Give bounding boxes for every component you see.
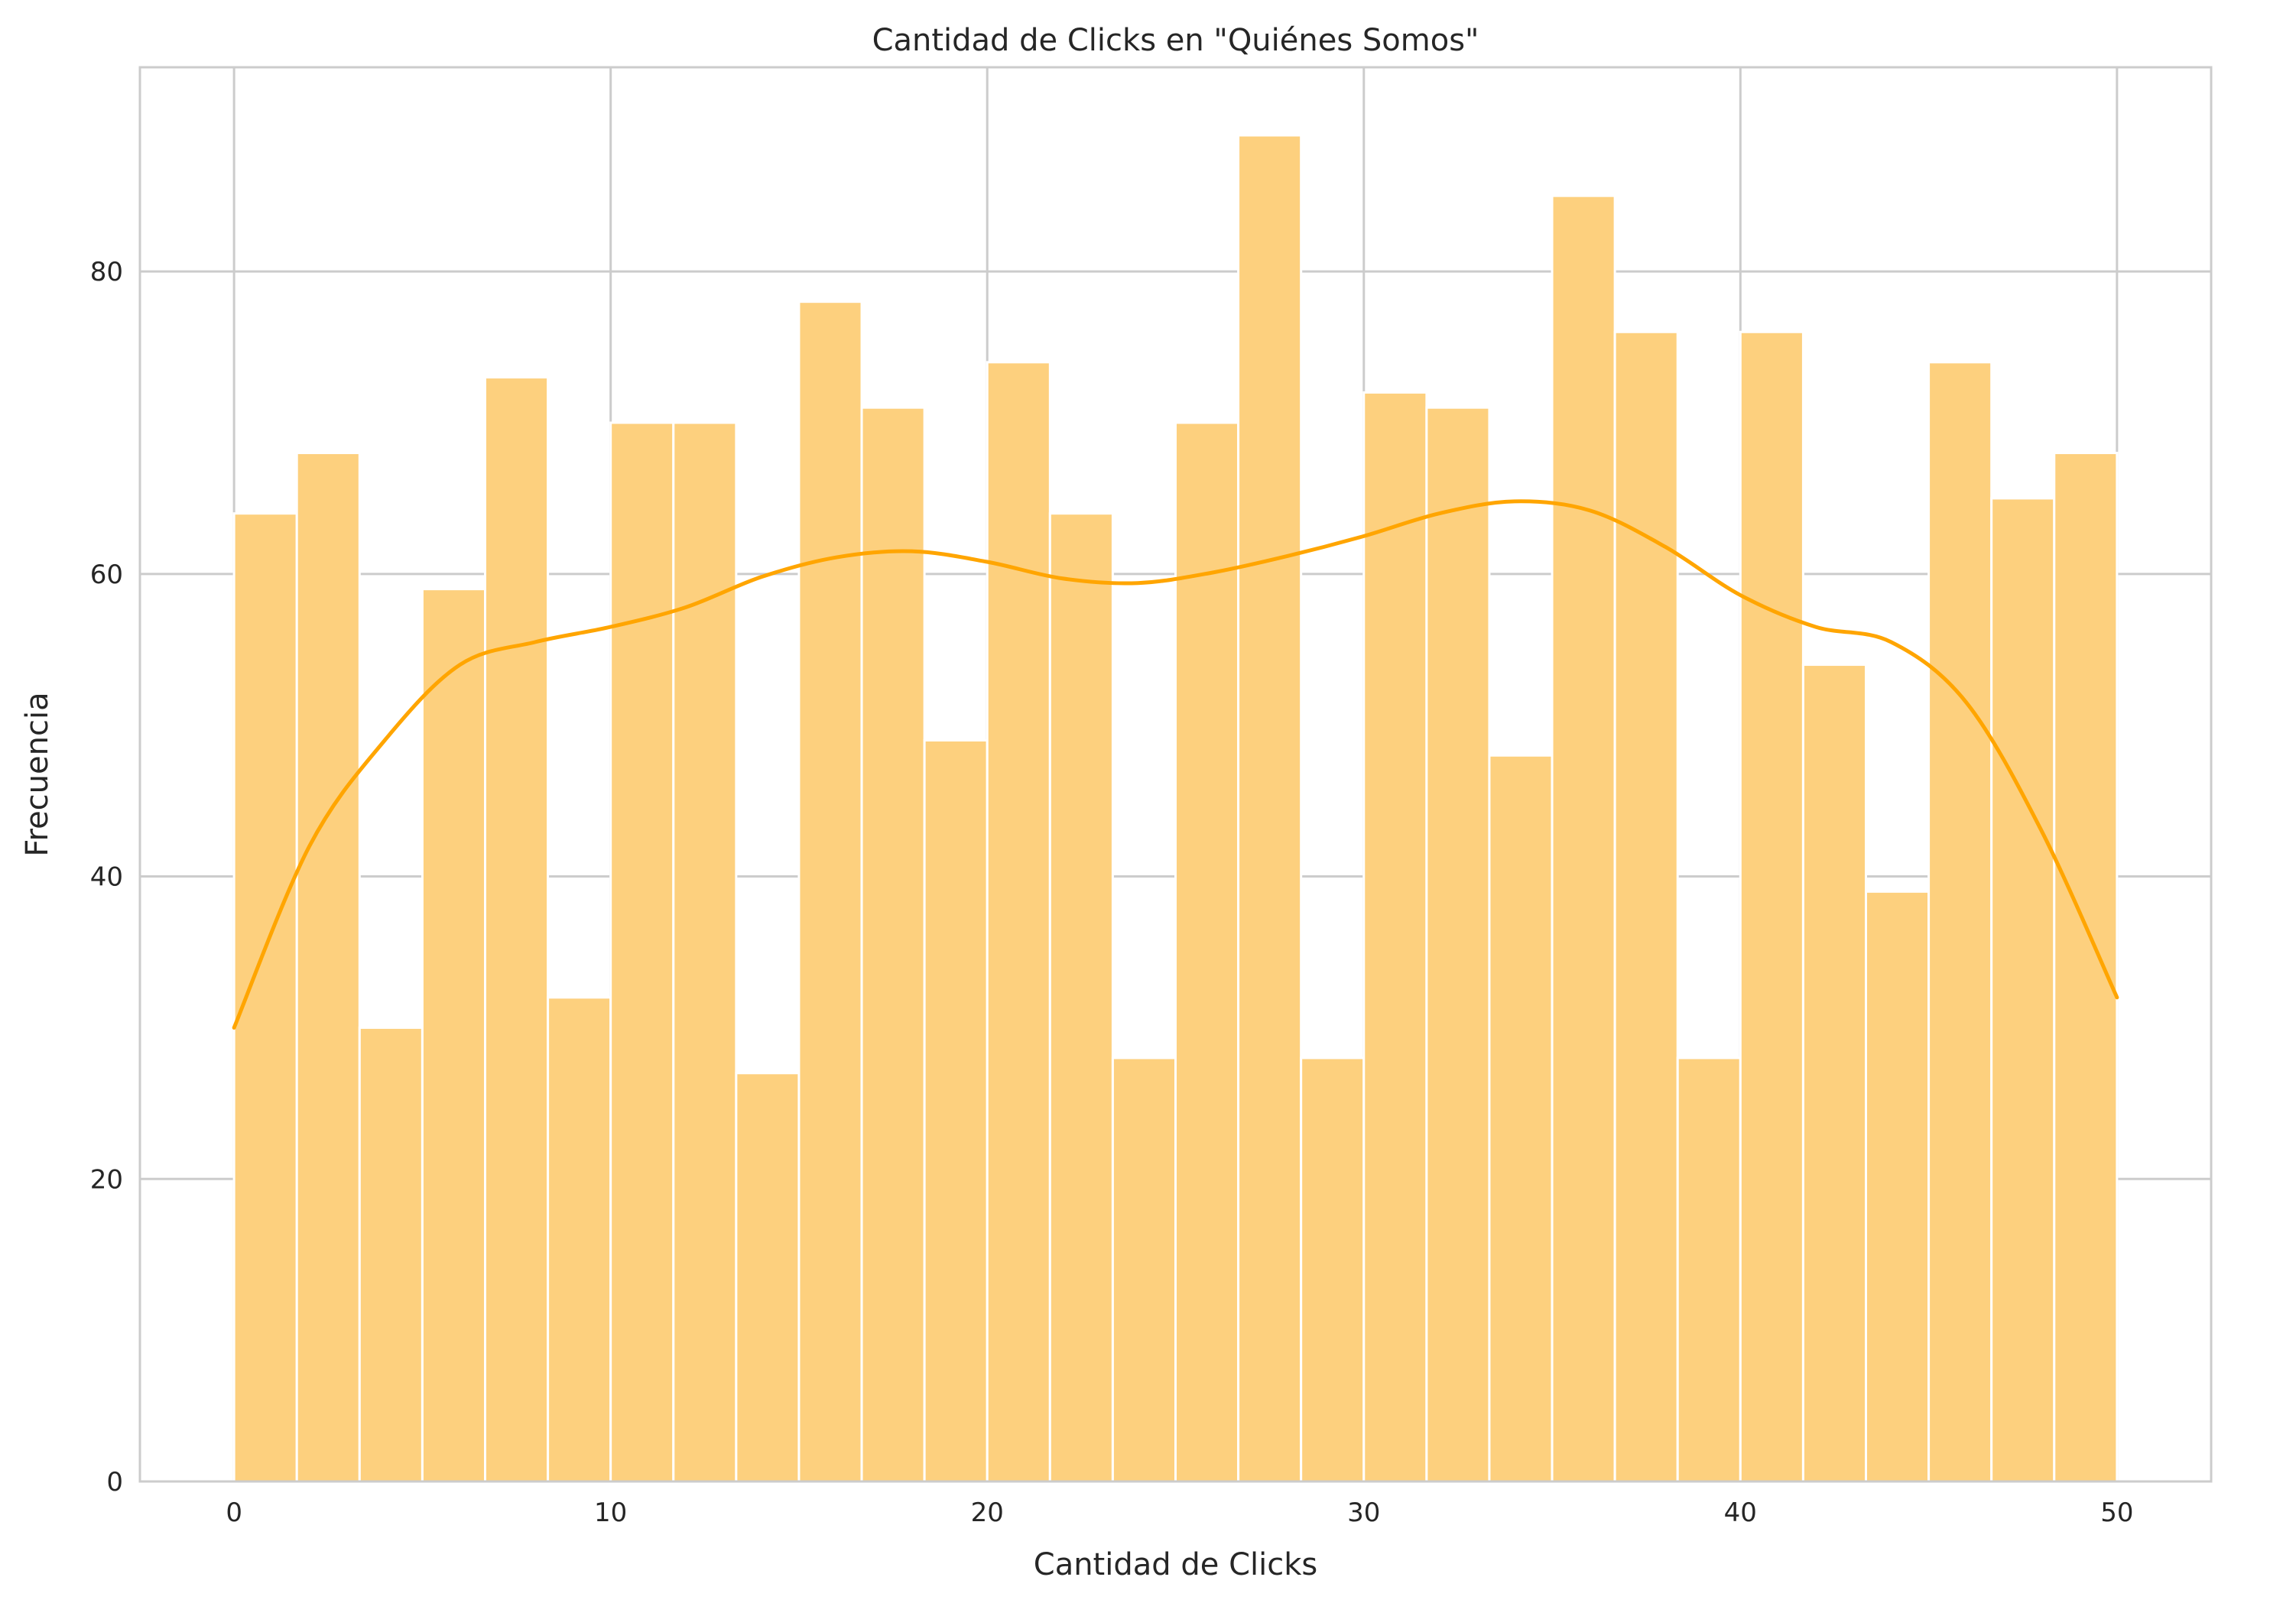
kde-curve [232, 499, 2119, 1030]
histogram-bars [232, 134, 2119, 1483]
histogram-bar [1111, 1056, 1177, 1483]
y-tick-labels: 0 20 40 60 80 [90, 257, 123, 1498]
histogram-bar [1300, 1056, 1366, 1483]
x-tick-labels: 0 10 20 30 40 50 [226, 1498, 2133, 1528]
histogram-bar [609, 421, 675, 1483]
histogram-bar [1801, 664, 1867, 1483]
histogram-bar [860, 406, 926, 1483]
histogram-bar [923, 738, 989, 1483]
histogram-bar [295, 452, 361, 1483]
y-axis-title: Frecuencia [20, 692, 55, 856]
histogram-bar [1237, 134, 1303, 1483]
histogram-bar [2053, 452, 2119, 1483]
histogram-bar [1174, 421, 1240, 1483]
histogram-bar [358, 1026, 424, 1483]
chart-title: Cantidad de Clicks en "Quiénes Somos" [872, 23, 1479, 58]
histogram-bar [547, 996, 612, 1483]
histogram-bar [1362, 391, 1428, 1483]
y-tick-label: 0 [106, 1467, 123, 1498]
histogram-bar [1864, 890, 1931, 1483]
histogram-bar [232, 512, 298, 1483]
histogram-bar [986, 361, 1051, 1483]
histogram-bar [1676, 1056, 1742, 1483]
histogram-bar [1927, 361, 1993, 1483]
x-axis-title: Cantidad de Clicks [1034, 1547, 1317, 1582]
histogram-bar [1048, 512, 1114, 1483]
x-tick-label: 30 [1347, 1498, 1380, 1528]
histogram-bar [1613, 330, 1679, 1483]
histogram-bar [1551, 194, 1616, 1483]
y-tick-label: 20 [90, 1164, 123, 1195]
histogram-bar [735, 1072, 801, 1483]
x-tick-label: 10 [594, 1498, 627, 1528]
y-tick-label: 60 [90, 560, 123, 590]
histogram-bar [672, 421, 738, 1483]
histogram-bar [1425, 406, 1491, 1483]
histogram-bar [1990, 497, 2056, 1483]
y-tick-label: 40 [90, 862, 123, 893]
histogram-bar [1488, 754, 1554, 1483]
histogram-bar [484, 376, 550, 1483]
histogram-bar [421, 588, 487, 1483]
histogram-bar [797, 300, 863, 1483]
histogram-bar [1739, 330, 1804, 1483]
x-tick-label: 50 [2100, 1498, 2133, 1528]
x-tick-label: 20 [971, 1498, 1004, 1528]
y-tick-label: 80 [90, 257, 123, 287]
axes-frame [138, 66, 2213, 1483]
kde-line [232, 499, 2119, 1030]
x-tick-label: 40 [1724, 1498, 1757, 1528]
x-tick-label: 0 [226, 1498, 242, 1528]
